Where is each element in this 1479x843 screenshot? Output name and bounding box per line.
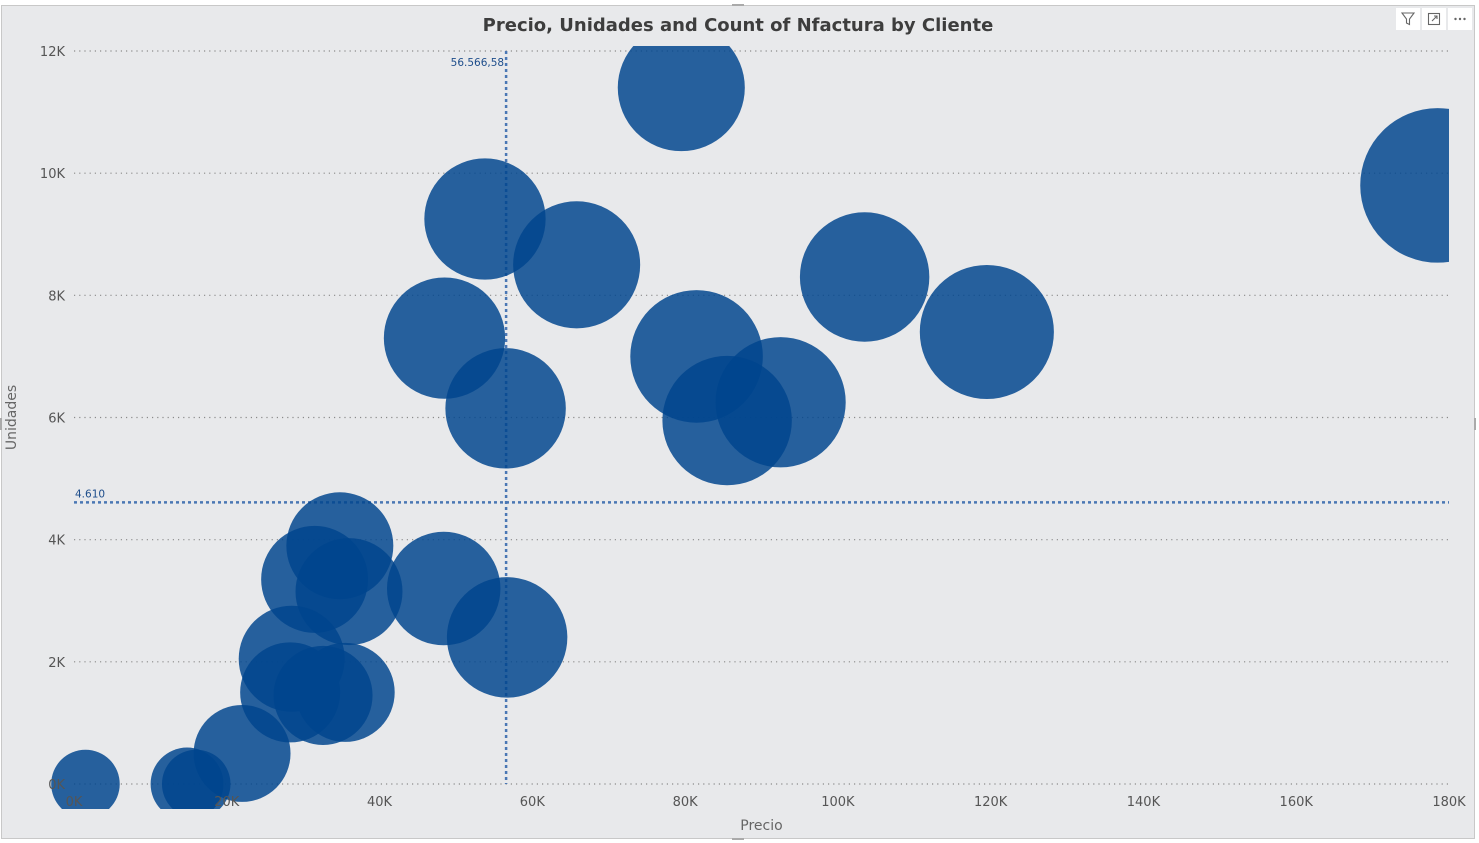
y-tick-label: 2K bbox=[48, 656, 65, 671]
y-tick-label: 12K bbox=[40, 45, 66, 60]
bubble[interactable] bbox=[513, 201, 641, 329]
y-axis-title: Unidades bbox=[4, 385, 20, 450]
x-tick-label: 40K bbox=[367, 795, 393, 810]
x-tick-label: 140K bbox=[1127, 795, 1161, 810]
focus-mode-icon[interactable] bbox=[1422, 8, 1446, 30]
bubble-chart[interactable]: 56.566,58 4.610 0K 2K 4K 6K 8K 10K 12K 0K 20K 40K 6… bbox=[2, 6, 1475, 839]
bubbles bbox=[51, 24, 1475, 819]
chart-title: Precio, Unidades and Count of Nfactura b… bbox=[482, 15, 994, 36]
resize-handle-left[interactable] bbox=[0, 418, 2, 430]
bubble[interactable] bbox=[51, 749, 120, 819]
x-tick-label: 120K bbox=[974, 795, 1008, 810]
resize-handle-right[interactable] bbox=[1474, 418, 1476, 430]
x-axis-title: Precio bbox=[740, 818, 782, 834]
resize-handle-bottom[interactable] bbox=[732, 838, 744, 840]
y-tick-label: 10K bbox=[40, 167, 66, 182]
reference-label-x: 56.566,58 bbox=[451, 57, 504, 69]
bubble[interactable] bbox=[273, 645, 373, 745]
scatter-visual[interactable]: Precio, Unidades and Count of Nfactura b… bbox=[1, 5, 1475, 839]
x-tick-label: 160K bbox=[1280, 795, 1314, 810]
x-tick-label: 100K bbox=[821, 795, 855, 810]
bubble[interactable] bbox=[161, 749, 231, 819]
more-options-icon[interactable] bbox=[1448, 8, 1472, 30]
y-tick-label: 0K bbox=[48, 778, 65, 793]
y-tick-label: 4K bbox=[48, 534, 65, 549]
x-tick-label: 60K bbox=[520, 795, 546, 810]
visual-header-icons bbox=[1396, 8, 1472, 30]
bubble[interactable] bbox=[662, 355, 792, 486]
bubble[interactable] bbox=[1360, 108, 1475, 263]
bubble[interactable] bbox=[445, 348, 566, 469]
filter-icon[interactable] bbox=[1396, 8, 1420, 30]
bubble[interactable] bbox=[799, 212, 930, 342]
axes: 0K 2K 4K 6K 8K 10K 12K 0K 20K 40K 60K 80K 100K 120K 14… bbox=[4, 45, 1466, 834]
resize-handle-top[interactable] bbox=[732, 4, 744, 6]
x-tick-label: 180K bbox=[1432, 795, 1466, 810]
bubble[interactable] bbox=[446, 577, 568, 698]
y-tick-label: 8K bbox=[48, 289, 65, 304]
x-tick-label: 0K bbox=[66, 795, 83, 810]
bubble[interactable] bbox=[617, 24, 745, 152]
x-tick-label: 20K bbox=[214, 795, 240, 810]
bubble[interactable] bbox=[919, 264, 1054, 400]
reference-label-y: 4.610 bbox=[75, 488, 105, 500]
x-tick-label: 80K bbox=[673, 795, 699, 810]
y-tick-label: 6K bbox=[48, 412, 65, 427]
